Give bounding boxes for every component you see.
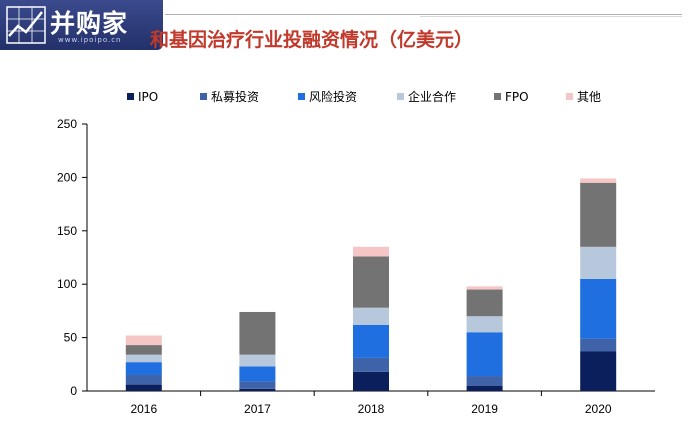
legend-item: FPO [494, 90, 529, 104]
bar-segment [466, 376, 503, 386]
bar-segment [466, 332, 503, 377]
bar-segment [580, 351, 617, 391]
legend-swatch [397, 93, 404, 100]
legend-item: IPO [127, 90, 158, 104]
bar-segment [580, 278, 617, 339]
x-tick-label: 2016 [130, 402, 157, 416]
bar-segment [353, 307, 389, 325]
legend-label: 其他 [577, 90, 601, 104]
legend-swatch [494, 93, 501, 100]
legend-label: 企业合作 [408, 89, 456, 104]
bar-segment [125, 384, 162, 391]
bars [125, 178, 617, 391]
legend-item: 风险投资 [298, 89, 357, 104]
bar-segment [580, 178, 617, 183]
y-tick-label: 150 [57, 224, 77, 238]
bar-segment [125, 345, 162, 355]
bar-segment [466, 289, 503, 317]
x-tick-label: 2019 [471, 402, 498, 416]
chart-logo-icon [6, 6, 46, 44]
bar-segment [466, 316, 503, 333]
y-tick-label: 0 [70, 384, 77, 398]
y-tick-label: 100 [57, 277, 77, 291]
bar-segment [239, 381, 276, 389]
legend-label: 风险投资 [309, 89, 357, 104]
legend-swatch [566, 93, 573, 100]
bar-segment [466, 286, 503, 290]
bar-segment [239, 366, 276, 382]
legend-label: 私募投资 [211, 89, 259, 104]
header-rule [165, 14, 682, 15]
logo-url: www.ipoipo.cn [58, 36, 122, 44]
bar-segment [580, 182, 617, 247]
y-tick-label: 200 [57, 170, 77, 184]
legend-label: IPO [138, 90, 158, 104]
bar-segment [353, 371, 389, 391]
header-rule-secondary [420, 16, 682, 17]
bar-segment [580, 338, 617, 352]
x-tick-label: 2020 [585, 402, 612, 416]
bar-segment [125, 335, 162, 346]
bar-segment [125, 362, 162, 375]
bar-segment [239, 388, 276, 391]
x-tick-label: 2018 [358, 402, 385, 416]
legend-swatch [127, 93, 134, 100]
legend-label: FPO [505, 90, 529, 104]
logo-text: 并购家 [50, 9, 129, 38]
chart-title: 和基因治疗行业投融资情况（亿美元） [150, 29, 474, 51]
x-tick-label: 2017 [244, 402, 271, 416]
legend-swatch [298, 93, 305, 100]
x-axis: 2016 2017 2018 2019 2020 [130, 391, 612, 416]
legend-swatch [200, 93, 207, 100]
chart-legend: IPO 私募投资 风险投资 企业合作 FPO 其他 [127, 89, 601, 104]
bar-segment [353, 357, 389, 372]
bar-segment [239, 311, 276, 355]
bar-segment [239, 354, 276, 367]
y-tick-label: 50 [64, 331, 78, 345]
legend-item: 私募投资 [200, 89, 259, 104]
bar-segment [466, 385, 503, 391]
bar-segment [580, 246, 617, 279]
bar-segment [125, 354, 162, 363]
y-tick-label: 250 [57, 117, 77, 131]
bar-segment [353, 256, 389, 308]
legend-item: 企业合作 [397, 89, 456, 104]
bar-segment [353, 324, 389, 358]
logo-badge: 并购家 www.ipoipo.cn [0, 0, 163, 50]
bar-segment [125, 374, 162, 385]
bar-segment [353, 246, 389, 257]
legend-item: 其他 [566, 90, 601, 104]
